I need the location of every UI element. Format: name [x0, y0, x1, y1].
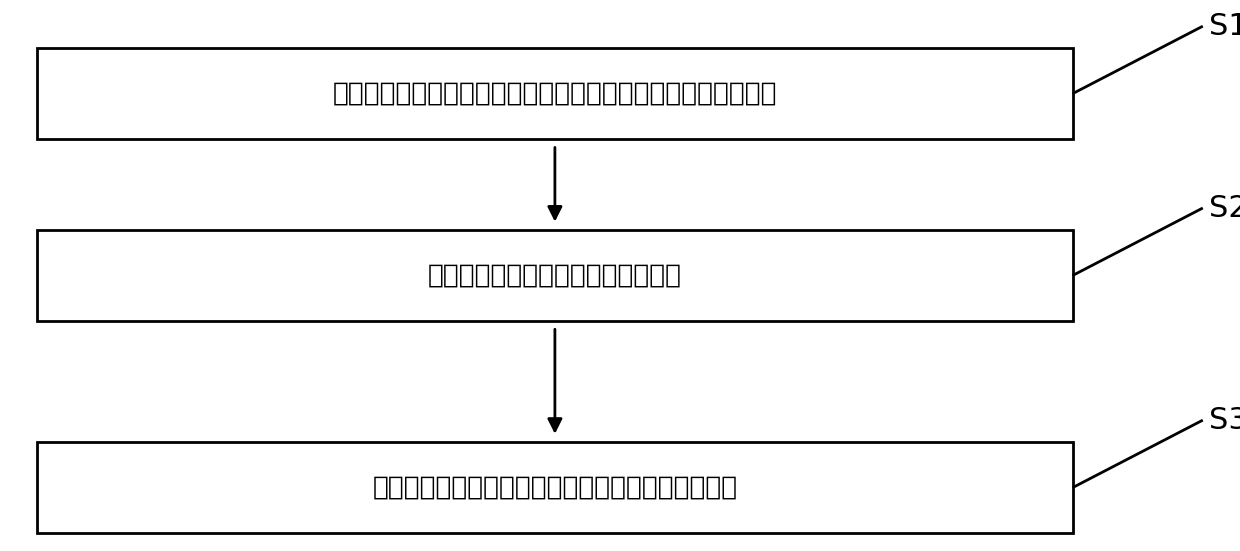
Bar — [37, 442, 1073, 533]
Text: S3: S3 — [1209, 406, 1240, 435]
Text: S1: S1 — [1209, 12, 1240, 41]
Text: 建立优化模型，计算最优反卷积矩阵: 建立优化模型，计算最优反卷积矩阵 — [428, 262, 682, 289]
Bar — [37, 48, 1073, 139]
Bar — [37, 230, 1073, 321]
Text: S2: S2 — [1209, 193, 1240, 223]
Text: 根据最优反卷积矩阵对所述病理图像进行颜色归一化: 根据最优反卷积矩阵对所述病理图像进行颜色归一化 — [372, 474, 738, 501]
Text: 对预先存储好的数字病理切片图像进行通道分解，得到病理图像: 对预先存储好的数字病理切片图像进行通道分解，得到病理图像 — [332, 80, 777, 107]
